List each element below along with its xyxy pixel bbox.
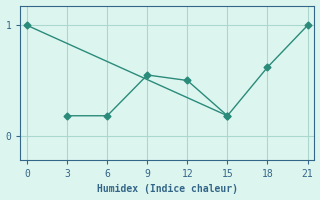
X-axis label: Humidex (Indice chaleur): Humidex (Indice chaleur) [97, 184, 238, 194]
